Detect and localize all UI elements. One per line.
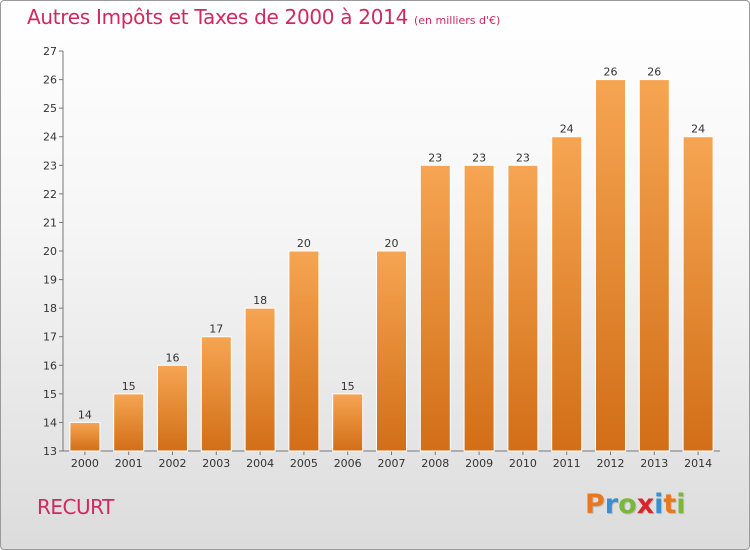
bar-value-label: 20	[297, 237, 311, 250]
commune-name: RECURT	[37, 495, 114, 519]
bar	[376, 250, 407, 452]
bar-value-label: 23	[516, 151, 530, 164]
chart-title: Autres Impôts et Taxes de 2000 à 2014	[27, 5, 408, 29]
x-tick-label: 2012	[597, 457, 625, 470]
bar-value-label: 24	[691, 123, 705, 136]
bar-value-label: 26	[647, 66, 661, 79]
bar-value-label: 16	[166, 351, 180, 364]
proxiti-logo[interactable]: Proxiti	[585, 489, 686, 520]
bar	[332, 393, 364, 452]
bar-value-label: 14	[78, 408, 92, 421]
x-tick-label: 2011	[553, 457, 581, 470]
y-tick-label: 15	[43, 388, 57, 401]
y-tick-label: 17	[43, 331, 57, 344]
y-tick-label: 21	[43, 216, 57, 229]
y-tick-label: 16	[43, 359, 57, 372]
bar	[244, 307, 276, 452]
x-tick-label: 2009	[465, 457, 493, 470]
bar	[157, 364, 188, 452]
x-tick-label: 2007	[378, 457, 406, 470]
bar	[419, 164, 451, 452]
y-tick-label: 13	[43, 445, 57, 458]
chart-subtitle: (en milliers d'€)	[414, 14, 501, 27]
x-tick-label: 2006	[334, 457, 362, 470]
bar	[288, 250, 320, 452]
bar-value-label: 23	[428, 151, 442, 164]
x-tick-label: 2005	[290, 457, 318, 470]
bar-value-label: 24	[560, 123, 574, 136]
bar	[551, 136, 583, 452]
x-tick-label: 2000	[71, 457, 99, 470]
bar-value-label: 18	[253, 294, 267, 307]
y-tick-label: 14	[43, 416, 57, 429]
bar	[463, 164, 495, 452]
y-tick-label: 23	[43, 159, 57, 172]
bar-value-label: 17	[209, 323, 223, 336]
x-tick-label: 2008	[421, 457, 449, 470]
bar	[69, 421, 101, 452]
bar-value-label: 15	[122, 380, 136, 393]
logo-letter: t	[663, 489, 677, 520]
bar	[200, 336, 232, 452]
x-tick-label: 2004	[246, 457, 274, 470]
x-tick-label: 2013	[640, 457, 668, 470]
bar	[595, 79, 626, 452]
logo-letter: r	[604, 489, 619, 520]
x-tick-label: 2002	[159, 457, 187, 470]
labels: 13 14 15 16 17 18 19 20 21 22 23 24 25 26 27 14 2000 15 20…	[43, 45, 712, 470]
bar	[113, 393, 145, 452]
x-tick-label: 2010	[509, 457, 537, 470]
y-tick-label: 19	[43, 274, 57, 287]
logo-letter: o	[618, 489, 637, 520]
title-row: Autres Impôts et Taxes de 2000 à 2014 (en…	[27, 5, 500, 29]
bar	[638, 79, 670, 452]
bars	[69, 79, 714, 452]
bar-value-label: 15	[341, 380, 355, 393]
x-tick-label: 2014	[684, 457, 712, 470]
y-tick-label: 26	[43, 74, 57, 87]
logo-letter: P	[585, 489, 605, 520]
logo-letter: x	[636, 489, 655, 520]
logo-letter: i	[654, 489, 664, 520]
y-tick-label: 25	[43, 102, 57, 115]
y-tick-label: 20	[43, 245, 57, 258]
y-tick-label: 22	[43, 188, 57, 201]
y-tick-label: 24	[43, 131, 57, 144]
y-tick-label: 27	[43, 45, 57, 58]
x-tick-label: 2001	[115, 457, 143, 470]
bar	[507, 164, 539, 452]
x-tick-label: 2003	[202, 457, 230, 470]
bar-value-label: 23	[472, 151, 486, 164]
bar-value-label: 26	[604, 66, 618, 79]
bar-value-label: 20	[385, 237, 399, 250]
bar	[682, 136, 714, 452]
y-tick-label: 18	[43, 302, 57, 315]
logo-letter: i	[676, 489, 686, 520]
